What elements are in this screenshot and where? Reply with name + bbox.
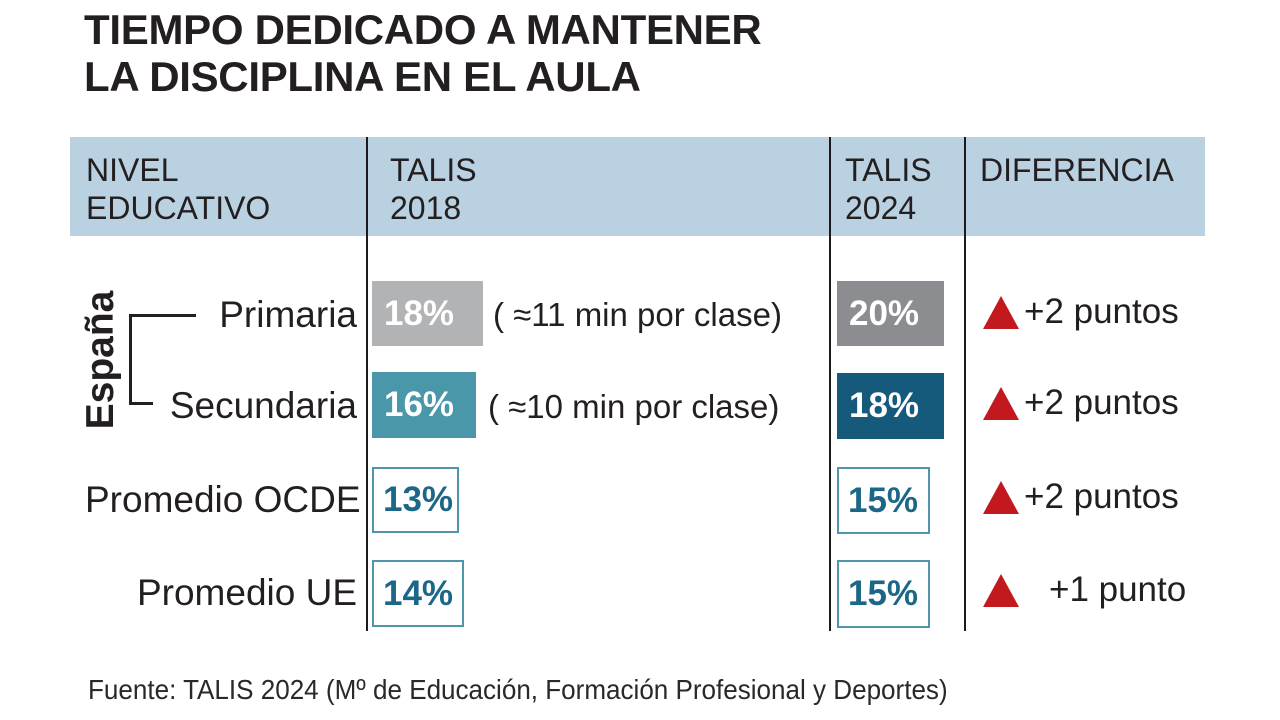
value-2024-secundaria: 18%	[837, 373, 944, 439]
diff-cell-ue: +1 punto	[983, 570, 1186, 610]
table-header-band	[70, 137, 1205, 236]
up-triangle-icon	[983, 480, 1019, 514]
diff-text: +1 punto	[1049, 570, 1187, 609]
header-nivel-educativo: NIVEL EDUCATIVO	[86, 152, 271, 226]
column-divider-2	[829, 137, 831, 631]
up-triangle-icon	[983, 295, 1019, 329]
value-2018-primaria: 18%	[372, 281, 483, 346]
source-note: Fuente: TALIS 2024 (Mº de Educación, For…	[88, 674, 948, 705]
value-2024-primaria: 20%	[837, 281, 944, 346]
value-2024-ocde: 15%	[837, 467, 930, 534]
chart-title-line2: LA DISCIPLINA EN EL AULA	[84, 53, 641, 100]
espana-bracket-vertical	[129, 314, 132, 405]
diff-text: +2 puntos	[1024, 477, 1179, 516]
header-talis-2018: TALIS 2018	[390, 152, 477, 226]
note-2018-secundaria: ( ≈10 min por clase)	[488, 388, 780, 425]
diff-cell-primaria: +2 puntos	[983, 292, 1179, 332]
up-triangle-icon	[983, 386, 1019, 420]
espana-bracket-top	[129, 314, 196, 317]
header-talis-2024: TALIS 2024	[845, 152, 932, 226]
diff-text: +2 puntos	[1024, 383, 1179, 422]
diff-cell-secundaria: +2 puntos	[983, 383, 1179, 423]
value-2018-secundaria: 16%	[372, 372, 476, 438]
value-2024-ue: 15%	[837, 560, 930, 628]
row-label-promedio-ocde: Promedio OCDE	[85, 479, 361, 520]
diff-cell-ocde: +2 puntos	[983, 477, 1179, 517]
diff-text: +2 puntos	[1024, 292, 1179, 331]
column-divider-1	[366, 137, 368, 631]
header-diferencia: DIFERENCIA	[980, 152, 1174, 188]
chart-title-line1: TIEMPO DEDICADO A MANTENER	[84, 6, 762, 53]
chart-title: TIEMPO DEDICADO A MANTENER LA DISCIPLINA…	[84, 6, 762, 100]
value-2018-ocde: 13%	[372, 467, 459, 533]
note-2018-primaria: ( ≈11 min por clase)	[493, 296, 782, 333]
row-label-secundaria: Secundaria	[169, 385, 357, 426]
value-2018-ue: 14%	[372, 560, 464, 627]
column-divider-3	[964, 137, 966, 631]
espana-bracket-bottom	[129, 402, 153, 405]
row-label-primaria: Primaria	[219, 294, 357, 335]
row-label-promedio-ue: Promedio UE	[136, 572, 357, 613]
up-triangle-icon	[983, 573, 1019, 607]
